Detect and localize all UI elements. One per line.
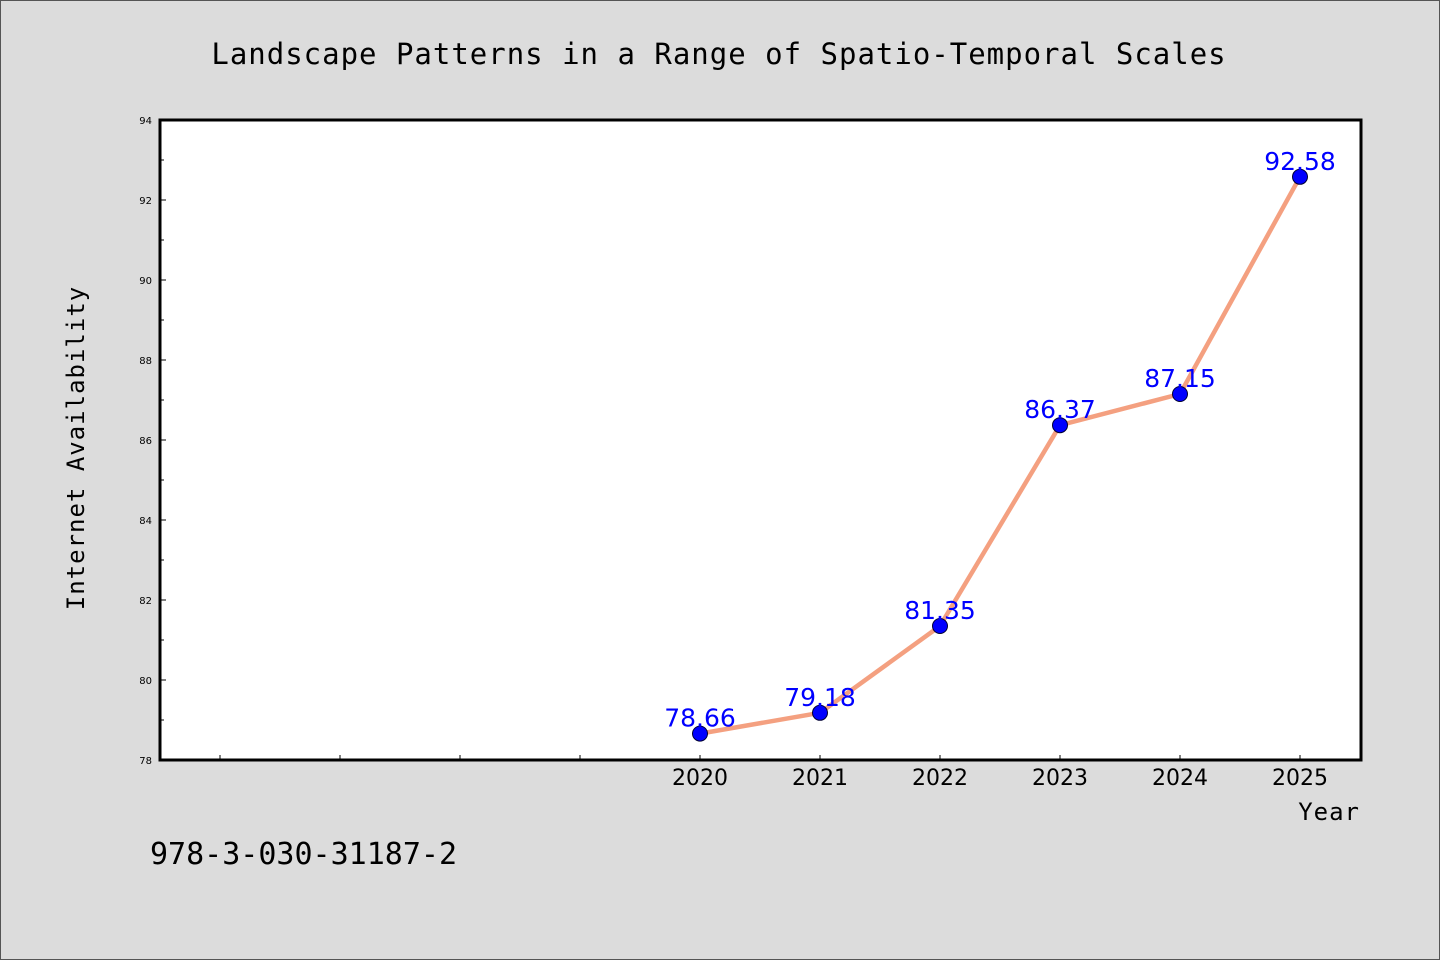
chart-title: Landscape Patterns in a Range of Spatio-… xyxy=(211,37,1226,71)
y-tick-label: 80 xyxy=(139,676,152,687)
x-tick-label: 2025 xyxy=(1272,766,1328,791)
data-point xyxy=(932,618,948,634)
data-labels: 78.66 79.18 81.35 86.37 87.15 92.58 xyxy=(664,147,1336,733)
series-line xyxy=(699,175,1302,736)
data-label: 86.37 xyxy=(1024,395,1096,424)
x-tick-label: 2022 xyxy=(912,766,968,791)
data-label: 79.18 xyxy=(784,683,856,712)
data-point xyxy=(1052,417,1068,434)
data-point xyxy=(1292,168,1308,185)
y-tick-label: 86 xyxy=(139,436,152,447)
x-tick-label: 2021 xyxy=(792,766,848,791)
x-axis: 2020 2021 2022 2023 2024 2025 xyxy=(219,755,1328,791)
x-axis-label: Year xyxy=(1298,798,1360,826)
plot-area xyxy=(158,118,1363,762)
data-point xyxy=(1172,386,1188,402)
data-label: 81.35 xyxy=(904,596,976,625)
y-tick-label: 84 xyxy=(139,516,152,527)
y-tick-label: 88 xyxy=(139,356,152,367)
data-label: 92.58 xyxy=(1264,147,1336,176)
y-axis-label: Internet Availability xyxy=(62,286,90,610)
y-tick-label: 90 xyxy=(139,276,152,287)
data-markers xyxy=(692,168,1308,742)
y-tick-label: 92 xyxy=(139,196,152,207)
y-tick-label: 94 xyxy=(139,116,152,127)
x-tick-label: 2023 xyxy=(1032,766,1088,791)
x-tick-label: 2020 xyxy=(672,766,728,791)
data-label: 78.66 xyxy=(664,704,736,733)
x-tick-label: 2024 xyxy=(1152,766,1208,791)
y-tick-label: 78 xyxy=(139,756,152,767)
data-point xyxy=(812,704,828,721)
footnote-isbn: 978-3-030-31187-2 xyxy=(150,837,457,872)
data-point xyxy=(692,725,708,742)
y-axis: 78 80 82 84 86 88 90 92 94 xyxy=(139,116,166,767)
y-tick-label: 82 xyxy=(139,596,152,607)
data-label: 87.15 xyxy=(1144,364,1216,393)
